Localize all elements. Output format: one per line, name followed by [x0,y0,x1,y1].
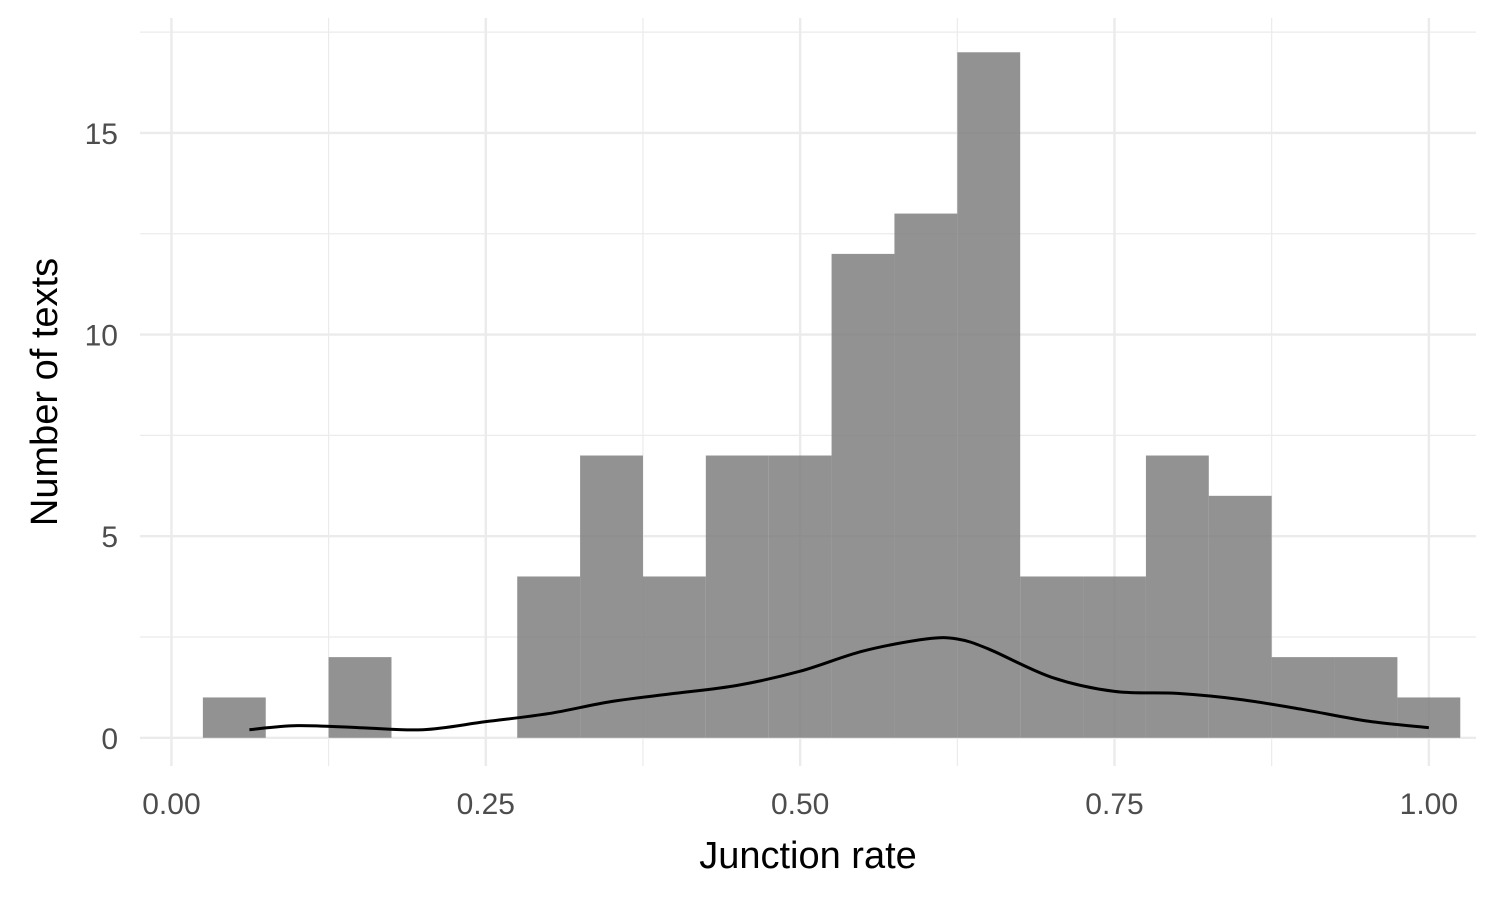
histogram-bar [1334,657,1398,738]
x-tick-label: 0.25 [457,788,515,821]
y-axis-title: Number of texts [24,258,66,526]
density-curve [249,636,1430,732]
histogram-bar [642,576,706,738]
histogram-bar [1271,657,1335,738]
x-tick-label: 0.75 [1085,788,1143,821]
x-axis-tick-labels: 0.00 0.25 0.50 0.75 1.00 [142,788,1458,821]
histogram-bar [894,213,958,738]
density-curve-layer [249,636,1430,732]
histogram-bar [580,455,643,738]
histogram-bar [1083,576,1146,738]
histogram-bar [768,455,832,738]
x-tick-label: 0.00 [142,788,200,821]
histogram-bar [1397,697,1461,738]
x-tick-label: 0.50 [771,788,829,821]
histogram-bar [957,52,1021,738]
x-tick-label: 1.00 [1400,788,1458,821]
y-tick-label: 5 [101,521,118,554]
histogram-bar [202,697,266,738]
histogram-bar [1145,455,1209,738]
y-tick-label: 15 [85,118,118,151]
histogram-bar [1020,576,1084,738]
histogram-bar [328,657,392,738]
y-tick-label: 0 [101,723,118,756]
x-axis-title: Junction rate [699,835,917,877]
y-axis-tick-labels: 0 5 10 15 [85,118,118,756]
histogram-bar [831,253,895,738]
y-tick-label: 10 [85,320,118,353]
histogram-bar [705,455,769,738]
